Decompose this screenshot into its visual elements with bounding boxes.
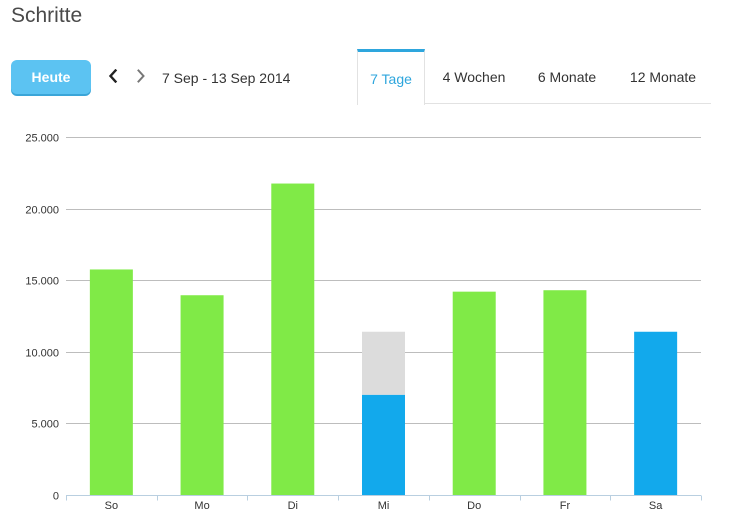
tab-7-days[interactable]: 7 Tage (357, 49, 425, 105)
y-tick-label: 0 (53, 491, 59, 503)
bar (452, 291, 496, 495)
x-tick-label: Do (467, 500, 481, 512)
y-tick-label: 10.000 (25, 348, 59, 360)
y-tick-label: 5.000 (31, 419, 59, 431)
x-tick-label: Di (288, 500, 298, 512)
bar (543, 290, 587, 495)
chevron-right-icon (137, 69, 145, 83)
tab-12-months[interactable]: 12 Monate (629, 68, 697, 85)
page-title: Schritte (11, 4, 83, 27)
bar (271, 183, 315, 496)
y-tick-label: 20.000 (25, 205, 59, 217)
chevron-left-icon (108, 69, 118, 83)
today-button[interactable]: Heute (11, 60, 91, 94)
x-tick-label: Fr (560, 500, 571, 512)
x-tick-label: Sa (649, 500, 663, 512)
previous-week-button[interactable] (106, 67, 120, 85)
bar (180, 295, 224, 495)
goal-remaining-bar (362, 331, 405, 395)
x-tick-label: Mo (194, 500, 209, 512)
next-week-button[interactable] (134, 67, 148, 85)
y-tick-label: 15.000 (25, 276, 59, 288)
bar (89, 269, 133, 495)
bar (634, 331, 678, 495)
tabs-divider (357, 103, 711, 104)
x-tick-label: So (105, 500, 118, 512)
date-range-label: 7 Sep - 13 Sep 2014 (162, 70, 291, 86)
tab-6-months[interactable]: 6 Monate (537, 68, 597, 85)
y-tick-label: 25.000 (25, 133, 59, 145)
x-tick-label: Mi (378, 500, 390, 512)
bar (362, 394, 405, 495)
tab-4-weeks[interactable]: 4 Wochen (442, 68, 506, 85)
